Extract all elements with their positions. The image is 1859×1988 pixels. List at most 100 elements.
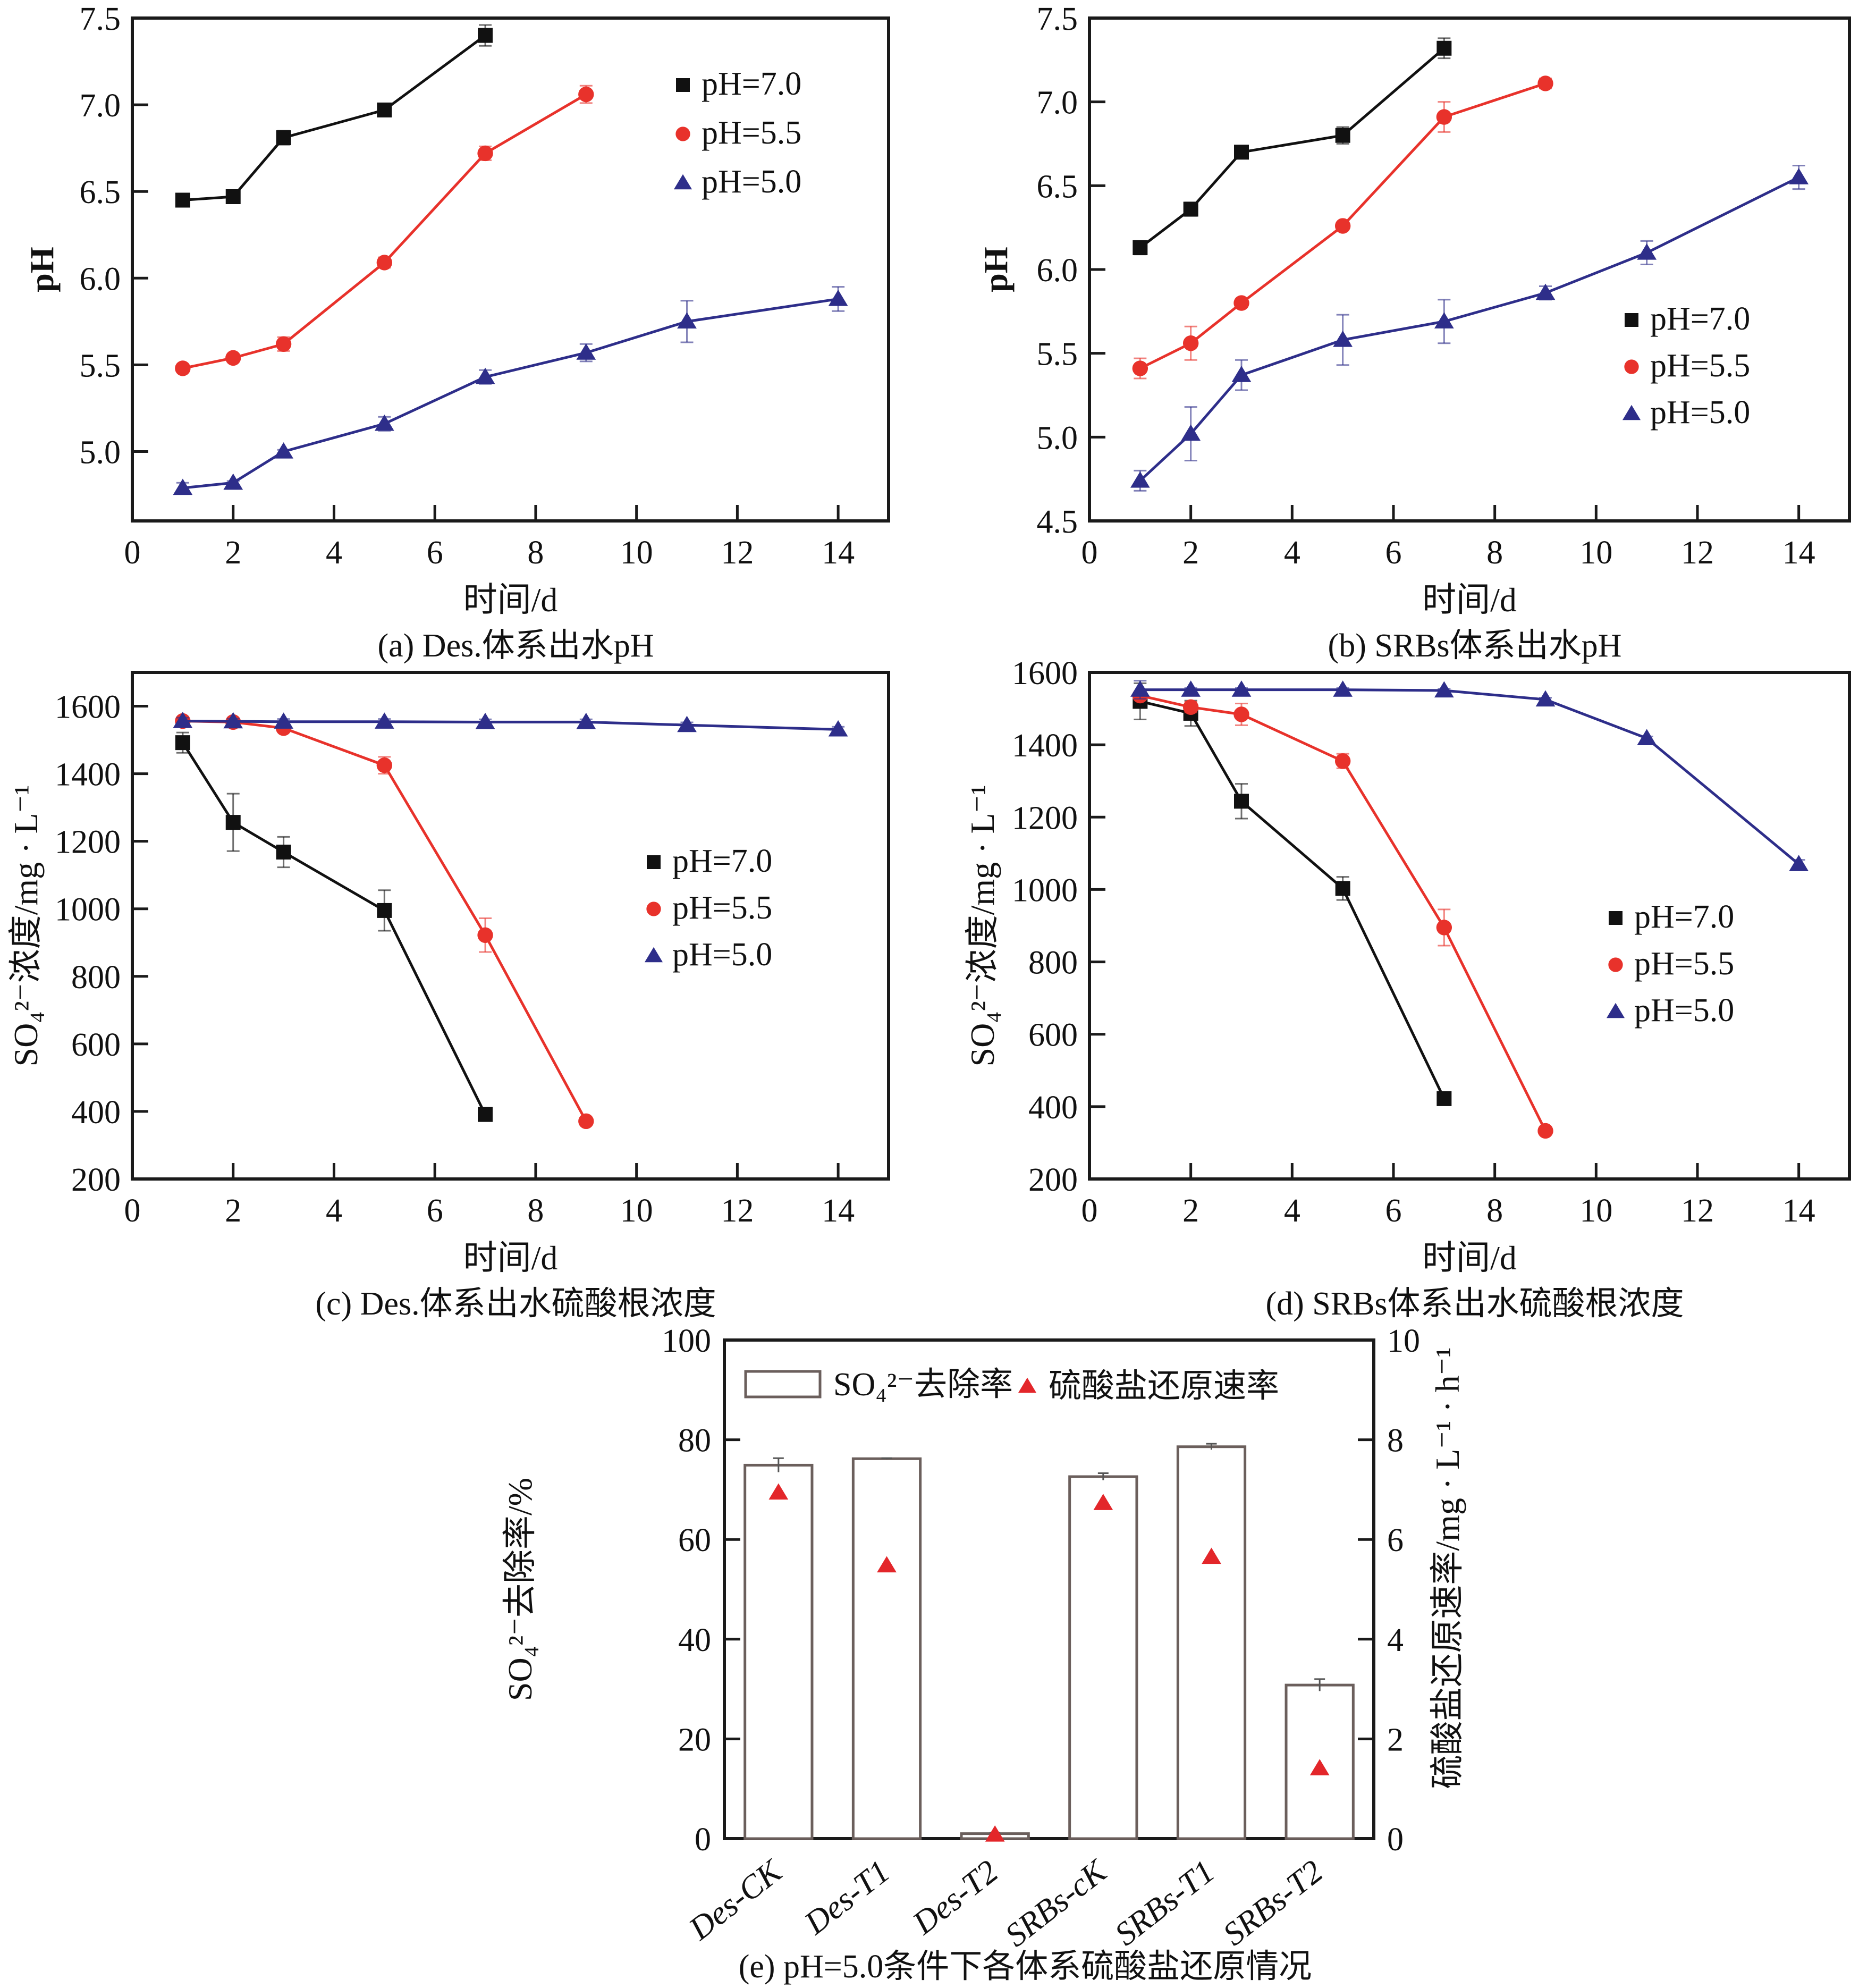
series-line [1139, 47, 1445, 249]
y-tick-label: 4.5 [1037, 504, 1078, 540]
x-axis-title: 时间/d [1422, 581, 1517, 619]
data-point [478, 28, 493, 43]
y-axis-title: pH [23, 247, 61, 292]
plot-frame [723, 1338, 1375, 1840]
data-point [1637, 243, 1657, 260]
y-tick-label: 5.0 [80, 435, 121, 471]
category-label: SRBs-T1 [1108, 1853, 1221, 1952]
data-point [1436, 109, 1452, 125]
data-point [1535, 690, 1556, 707]
plot-frame [1088, 16, 1851, 523]
y-tick-label: 200 [1028, 1162, 1078, 1198]
x-tick-label: 0 [1081, 535, 1098, 571]
x-tick-label: 8 [527, 535, 544, 571]
series-pH-5-5 [175, 85, 594, 376]
y-tick-label: 1200 [55, 824, 121, 861]
y-tick-label: 7.5 [80, 1, 121, 37]
bar [1176, 1445, 1247, 1840]
panel-caption: (b) SRBs体系出水pH [1328, 628, 1622, 664]
x-axis-title: 时间/d [463, 1239, 558, 1277]
legend-label: SO₄²⁻去除率 [833, 1367, 1013, 1403]
data-point [276, 130, 291, 146]
legend-marker [1608, 957, 1623, 972]
data-point [1182, 699, 1199, 715]
y-tick-label: 7.0 [1037, 85, 1078, 121]
data-point [578, 86, 594, 103]
data-point [1537, 1123, 1553, 1139]
y-tick-label-right: 6 [1387, 1522, 1404, 1559]
series-line [1139, 694, 1547, 1132]
data-point [223, 712, 243, 729]
series-pH-7-0 [1133, 37, 1452, 256]
legend-label: pH=5.5 [702, 115, 801, 151]
legend-label: pH=7.0 [1650, 301, 1750, 337]
data-point [276, 844, 291, 860]
legend-marker [1624, 359, 1639, 374]
data-point [1130, 471, 1150, 488]
data-point [677, 312, 697, 328]
data-point [477, 145, 493, 162]
data-point [1233, 295, 1249, 311]
y-tick-label: 800 [71, 959, 121, 996]
data-point [576, 712, 596, 729]
y-tick-label: 400 [1028, 1090, 1078, 1126]
y-tick-label-left: 100 [662, 1323, 711, 1359]
legend-marker [644, 947, 663, 963]
plot-frame [131, 16, 890, 523]
legend-label: pH=5.0 [1650, 394, 1750, 431]
x-tick-label: 0 [124, 1193, 141, 1229]
legend-marker [1606, 1003, 1625, 1018]
data-point [223, 473, 243, 490]
rate-marker [1202, 1547, 1221, 1564]
x-tick-label: 2 [1182, 535, 1199, 571]
x-tick-label: 6 [1385, 1193, 1402, 1229]
data-point [828, 720, 848, 737]
category-SRBs-cK: SRBs-cK [999, 1472, 1138, 1954]
data-point [576, 343, 596, 360]
legend-label: pH=5.0 [702, 164, 801, 200]
y-tick-label: 6.0 [80, 261, 121, 297]
data-point [175, 735, 190, 751]
y-tick-label-right: 0 [1387, 1822, 1404, 1858]
series-line [181, 742, 487, 1115]
data-point [377, 102, 392, 117]
data-point [275, 336, 292, 352]
series-pH-7-0 [1133, 682, 1452, 1106]
series-pH-5-0 [173, 286, 848, 495]
series-line [182, 297, 839, 490]
legend-marker [1622, 405, 1641, 420]
x-tick-label: 8 [1486, 1193, 1503, 1229]
data-point [1335, 881, 1350, 896]
y-tick-label: 1000 [1012, 872, 1078, 908]
data-point [1181, 680, 1201, 697]
series-line [182, 719, 839, 731]
y-tick-label-left: 20 [678, 1722, 711, 1758]
legend-marker [676, 78, 690, 92]
y-tick-label: 6.5 [1037, 169, 1078, 205]
y-tick-label-right: 4 [1387, 1622, 1404, 1658]
data-point [477, 927, 493, 943]
plot-frame [1088, 671, 1851, 1181]
category-label: Des-CK [682, 1852, 790, 1947]
legend-label: pH=7.0 [702, 66, 801, 102]
y-tick-label-right: 2 [1387, 1722, 1404, 1758]
y-tick-label: 600 [71, 1027, 121, 1063]
data-point [1335, 128, 1350, 143]
data-point [1132, 360, 1148, 376]
x-tick-label: 12 [721, 1193, 754, 1229]
series-line [1139, 700, 1446, 1099]
data-point [1231, 366, 1252, 382]
legend-label: pH=7.0 [672, 843, 772, 879]
data-point [1334, 753, 1351, 769]
series-line [1140, 688, 1800, 865]
y-tick-label-right: 10 [1387, 1323, 1420, 1359]
data-point [173, 711, 193, 728]
x-axis-title: 时间/d [1422, 1239, 1517, 1277]
panel-c-des-sulfate: 0 2 4 6 8 10 12 14 200 400 600 800 1000 1200 1400 1600 时… [7, 671, 890, 1322]
data-point [175, 192, 190, 208]
panel-caption: (a) Des.体系出水pH [377, 628, 654, 664]
x-tick-label: 0 [1081, 1193, 1098, 1229]
series-pH-5-0 [173, 711, 848, 737]
x-tick-label: 4 [326, 1193, 342, 1229]
plot-frame [131, 671, 890, 1181]
